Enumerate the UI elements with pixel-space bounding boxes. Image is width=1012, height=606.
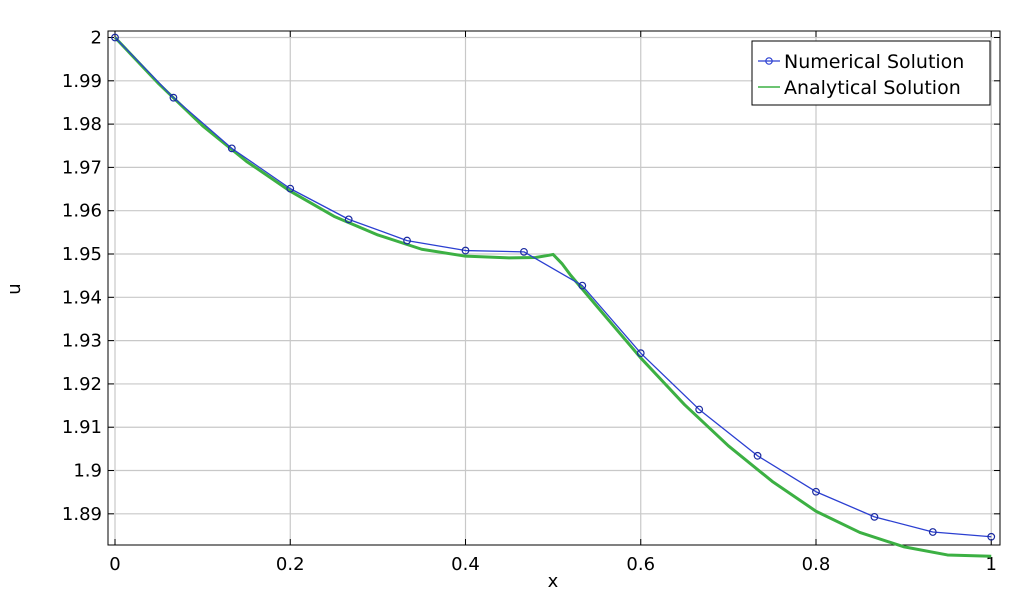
legend-marker-numerical: [765, 57, 773, 65]
plot-frame: [107, 30, 1001, 546]
data-point-numerical: [812, 487, 820, 496]
data-point-numerical: [227, 144, 236, 153]
y-tick-label: 1.92: [62, 374, 102, 395]
data-point-numerical: [111, 33, 119, 42]
y-tick-label: 1.98: [62, 114, 102, 135]
data-point-numerical: [870, 512, 879, 521]
data-point-numerical: [753, 451, 762, 460]
x-tick-label: 0.2: [276, 554, 305, 575]
legend-item-analytical: Analytical Solution: [758, 77, 961, 99]
x-tick-label: 1: [986, 554, 997, 575]
y-tick-label: 1.89: [62, 504, 102, 525]
series-line-analytical: [113, 36, 992, 558]
y-axis-label: u: [4, 283, 25, 294]
y-tick-label: 1.95: [62, 244, 102, 265]
y-tick-label: 1.97: [62, 157, 102, 178]
y-tick-label: 1.91: [62, 417, 102, 438]
x-tick-label: 0.4: [451, 554, 480, 575]
x-tick-label: 0: [109, 554, 120, 575]
tick-labels: 0 0.2 0.4 0.6 0.8 1 1.89 1.9 1.91 1.92 1.93 1.94 1.9…: [62, 27, 997, 575]
legend-label-analytical: Analytical Solution: [784, 77, 961, 99]
grid-lines: [108, 31, 1000, 545]
legend: Numerical Solution Analytical Solution: [751, 40, 991, 106]
data-point-numerical: [461, 246, 470, 255]
y-tick-label: 1.96: [62, 201, 102, 222]
x-tick-label: 0.6: [626, 554, 655, 575]
data-point-numerical: [403, 236, 411, 245]
data-point-numerical: [286, 184, 295, 193]
data-point-numerical: [520, 247, 528, 256]
series-line-numerical: [114, 37, 992, 538]
x-axis-label: x: [548, 571, 559, 592]
series-layer: [111, 33, 996, 558]
y-tick-label: 1.9: [73, 461, 102, 482]
data-point-numerical: [578, 281, 587, 290]
y-tick-label: 1.94: [62, 287, 102, 308]
data-point-numerical: [344, 215, 353, 224]
axis-ticks: [108, 31, 1000, 545]
data-point-numerical: [928, 528, 937, 536]
legend-item-numerical: Numerical Solution: [758, 51, 964, 73]
y-tick-label: 1.93: [62, 331, 102, 352]
data-point-numerical: [636, 349, 645, 358]
y-tick-label: 2: [91, 27, 102, 48]
x-tick-label: 0.8: [802, 554, 831, 575]
data-point-numerical: [987, 532, 996, 541]
legend-label-numerical: Numerical Solution: [784, 51, 964, 73]
y-tick-label: 1.99: [62, 71, 102, 92]
data-point-numerical: [695, 405, 704, 414]
data-point-numerical: [169, 93, 178, 102]
legend-box: [751, 40, 991, 106]
